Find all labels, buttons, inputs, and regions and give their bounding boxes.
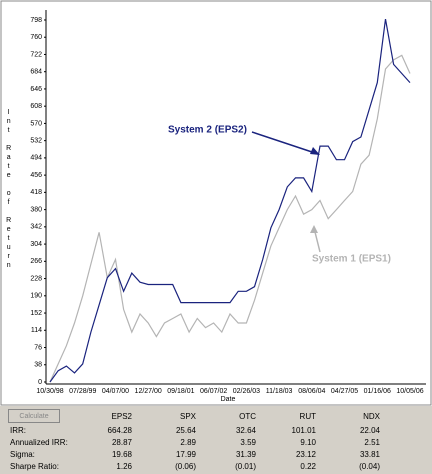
y-tick-label: 76 <box>34 344 42 351</box>
x-tick-label: 08/06/04 <box>298 388 325 395</box>
series-line <box>49 18 411 383</box>
y-tick-label: 608 <box>30 103 42 110</box>
x-tick-label: 04/27/05 <box>331 388 358 395</box>
y-tick-label: 0 <box>38 379 42 386</box>
table-cell: 664.28 <box>107 426 132 435</box>
y-tick-label: 684 <box>30 69 42 76</box>
table-cell: (0.01) <box>235 462 256 471</box>
table-cell: 31.39 <box>235 450 256 459</box>
y-tick-label: 418 <box>30 189 42 196</box>
table-cell: 3.59 <box>240 438 256 447</box>
x-tick-label: 11/18/03 <box>266 388 293 395</box>
series-annotation: System 2 (EPS2) <box>168 125 247 136</box>
y-tick-label: 304 <box>30 241 42 248</box>
y-tick-label: 532 <box>30 137 42 144</box>
x-tick-label: 10/05/06 <box>396 388 423 395</box>
table-cell: 0.22 <box>300 462 316 471</box>
table-cell: 22.04 <box>359 426 380 435</box>
chart-frame <box>0 0 432 406</box>
y-axis-label: Int Rate of Return <box>5 109 12 271</box>
y-tick-label: 722 <box>30 51 42 58</box>
table-cell: 2.89 <box>180 438 196 447</box>
chart: Date Int Rate of Return 0 38 76 114 152 190 22… <box>0 0 432 406</box>
stats-panel: Calculate EPS2 SPX OTC RUT NDX IRR: 664.28 25.64… <box>0 406 432 474</box>
table-cell: 17.99 <box>175 450 196 459</box>
table-cell: 32.64 <box>235 426 256 435</box>
table-cell: 28.87 <box>111 438 132 447</box>
arrow-head <box>310 225 318 233</box>
table-cell: (0.06) <box>175 462 196 471</box>
table-cell: 1.26 <box>116 462 132 471</box>
table-cell: 25.64 <box>175 426 196 435</box>
table-cell: 2.51 <box>364 438 380 447</box>
column-header: NDX <box>363 412 380 421</box>
row-label: Sharpe Ratio: <box>10 462 59 471</box>
table-cell: 19.68 <box>111 450 132 459</box>
x-tick-label: 01/16/06 <box>364 388 391 395</box>
y-tick-label: 152 <box>30 310 42 317</box>
annotation-arrow <box>251 131 319 155</box>
row-label: IRR: <box>10 426 26 435</box>
x-tick-label: 12/27/00 <box>135 388 162 395</box>
y-tick-label: 646 <box>30 86 42 93</box>
y-tick-label: 342 <box>30 224 42 231</box>
y-tick-label: 494 <box>30 155 42 162</box>
table-cell: (0.04) <box>359 462 380 471</box>
y-tick-label: 760 <box>30 34 42 41</box>
x-tick-label: 04/07/00 <box>102 388 129 395</box>
x-tick-label: 09/18/01 <box>167 388 194 395</box>
column-header: OTC <box>239 412 256 421</box>
x-tick-label: 06/07/02 <box>200 388 227 395</box>
arrow-head <box>310 147 320 155</box>
column-header: RUT <box>299 412 316 421</box>
row-label: Sigma: <box>10 450 35 459</box>
table-cell: 9.10 <box>300 438 316 447</box>
table-cell: 23.12 <box>295 450 316 459</box>
table-cell: 33.81 <box>359 450 380 459</box>
y-tick-label: 798 <box>30 17 42 24</box>
series-annotation: System 1 (EPS1) <box>312 254 391 265</box>
column-header: EPS2 <box>111 412 132 421</box>
x-tick-label: 07/28/99 <box>69 388 96 395</box>
x-tick-label: 02/26/03 <box>233 388 260 395</box>
calculate-button[interactable]: Calculate <box>8 409 60 423</box>
y-tick-label: 570 <box>30 120 42 127</box>
y-tick-label: 38 <box>34 362 42 369</box>
row-label: Annualized IRR: <box>10 438 68 447</box>
x-axis-label: Date <box>221 396 236 403</box>
column-header: SPX <box>179 412 196 421</box>
y-tick-label: 228 <box>30 275 42 282</box>
y-tick-label: 190 <box>30 293 42 300</box>
table-cell: 101.01 <box>291 426 316 435</box>
y-tick-label: 114 <box>31 327 42 334</box>
y-tick-label: 266 <box>30 258 42 265</box>
y-tick-label: 380 <box>30 206 42 213</box>
y-tick-label: 456 <box>30 172 42 179</box>
x-tick-label: 10/30/98 <box>36 388 63 395</box>
series-line <box>49 54 411 383</box>
